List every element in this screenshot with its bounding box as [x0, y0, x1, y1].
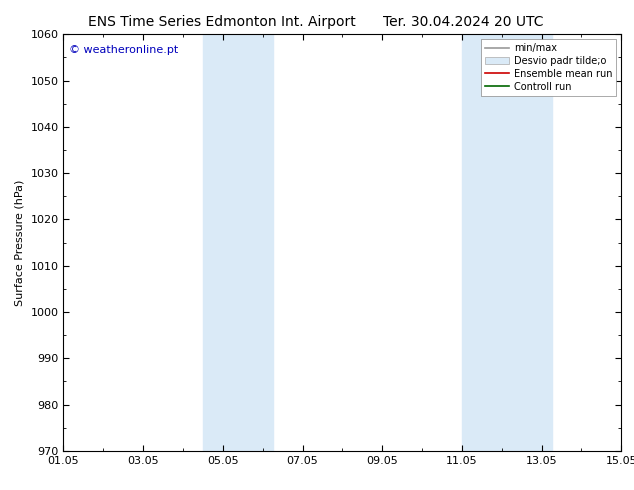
Bar: [462, 34, 552, 451]
Text: ENS Time Series Edmonton Int. Airport: ENS Time Series Edmonton Int. Airport: [88, 15, 356, 29]
Legend: min/max, Desvio padr tilde;o, Ensemble mean run, Controll run: min/max, Desvio padr tilde;o, Ensemble m…: [481, 39, 616, 96]
Y-axis label: Surface Pressure (hPa): Surface Pressure (hPa): [15, 179, 25, 306]
Bar: [203, 34, 273, 451]
Text: Ter. 30.04.2024 20 UTC: Ter. 30.04.2024 20 UTC: [382, 15, 543, 29]
Text: © weatheronline.pt: © weatheronline.pt: [69, 45, 178, 55]
